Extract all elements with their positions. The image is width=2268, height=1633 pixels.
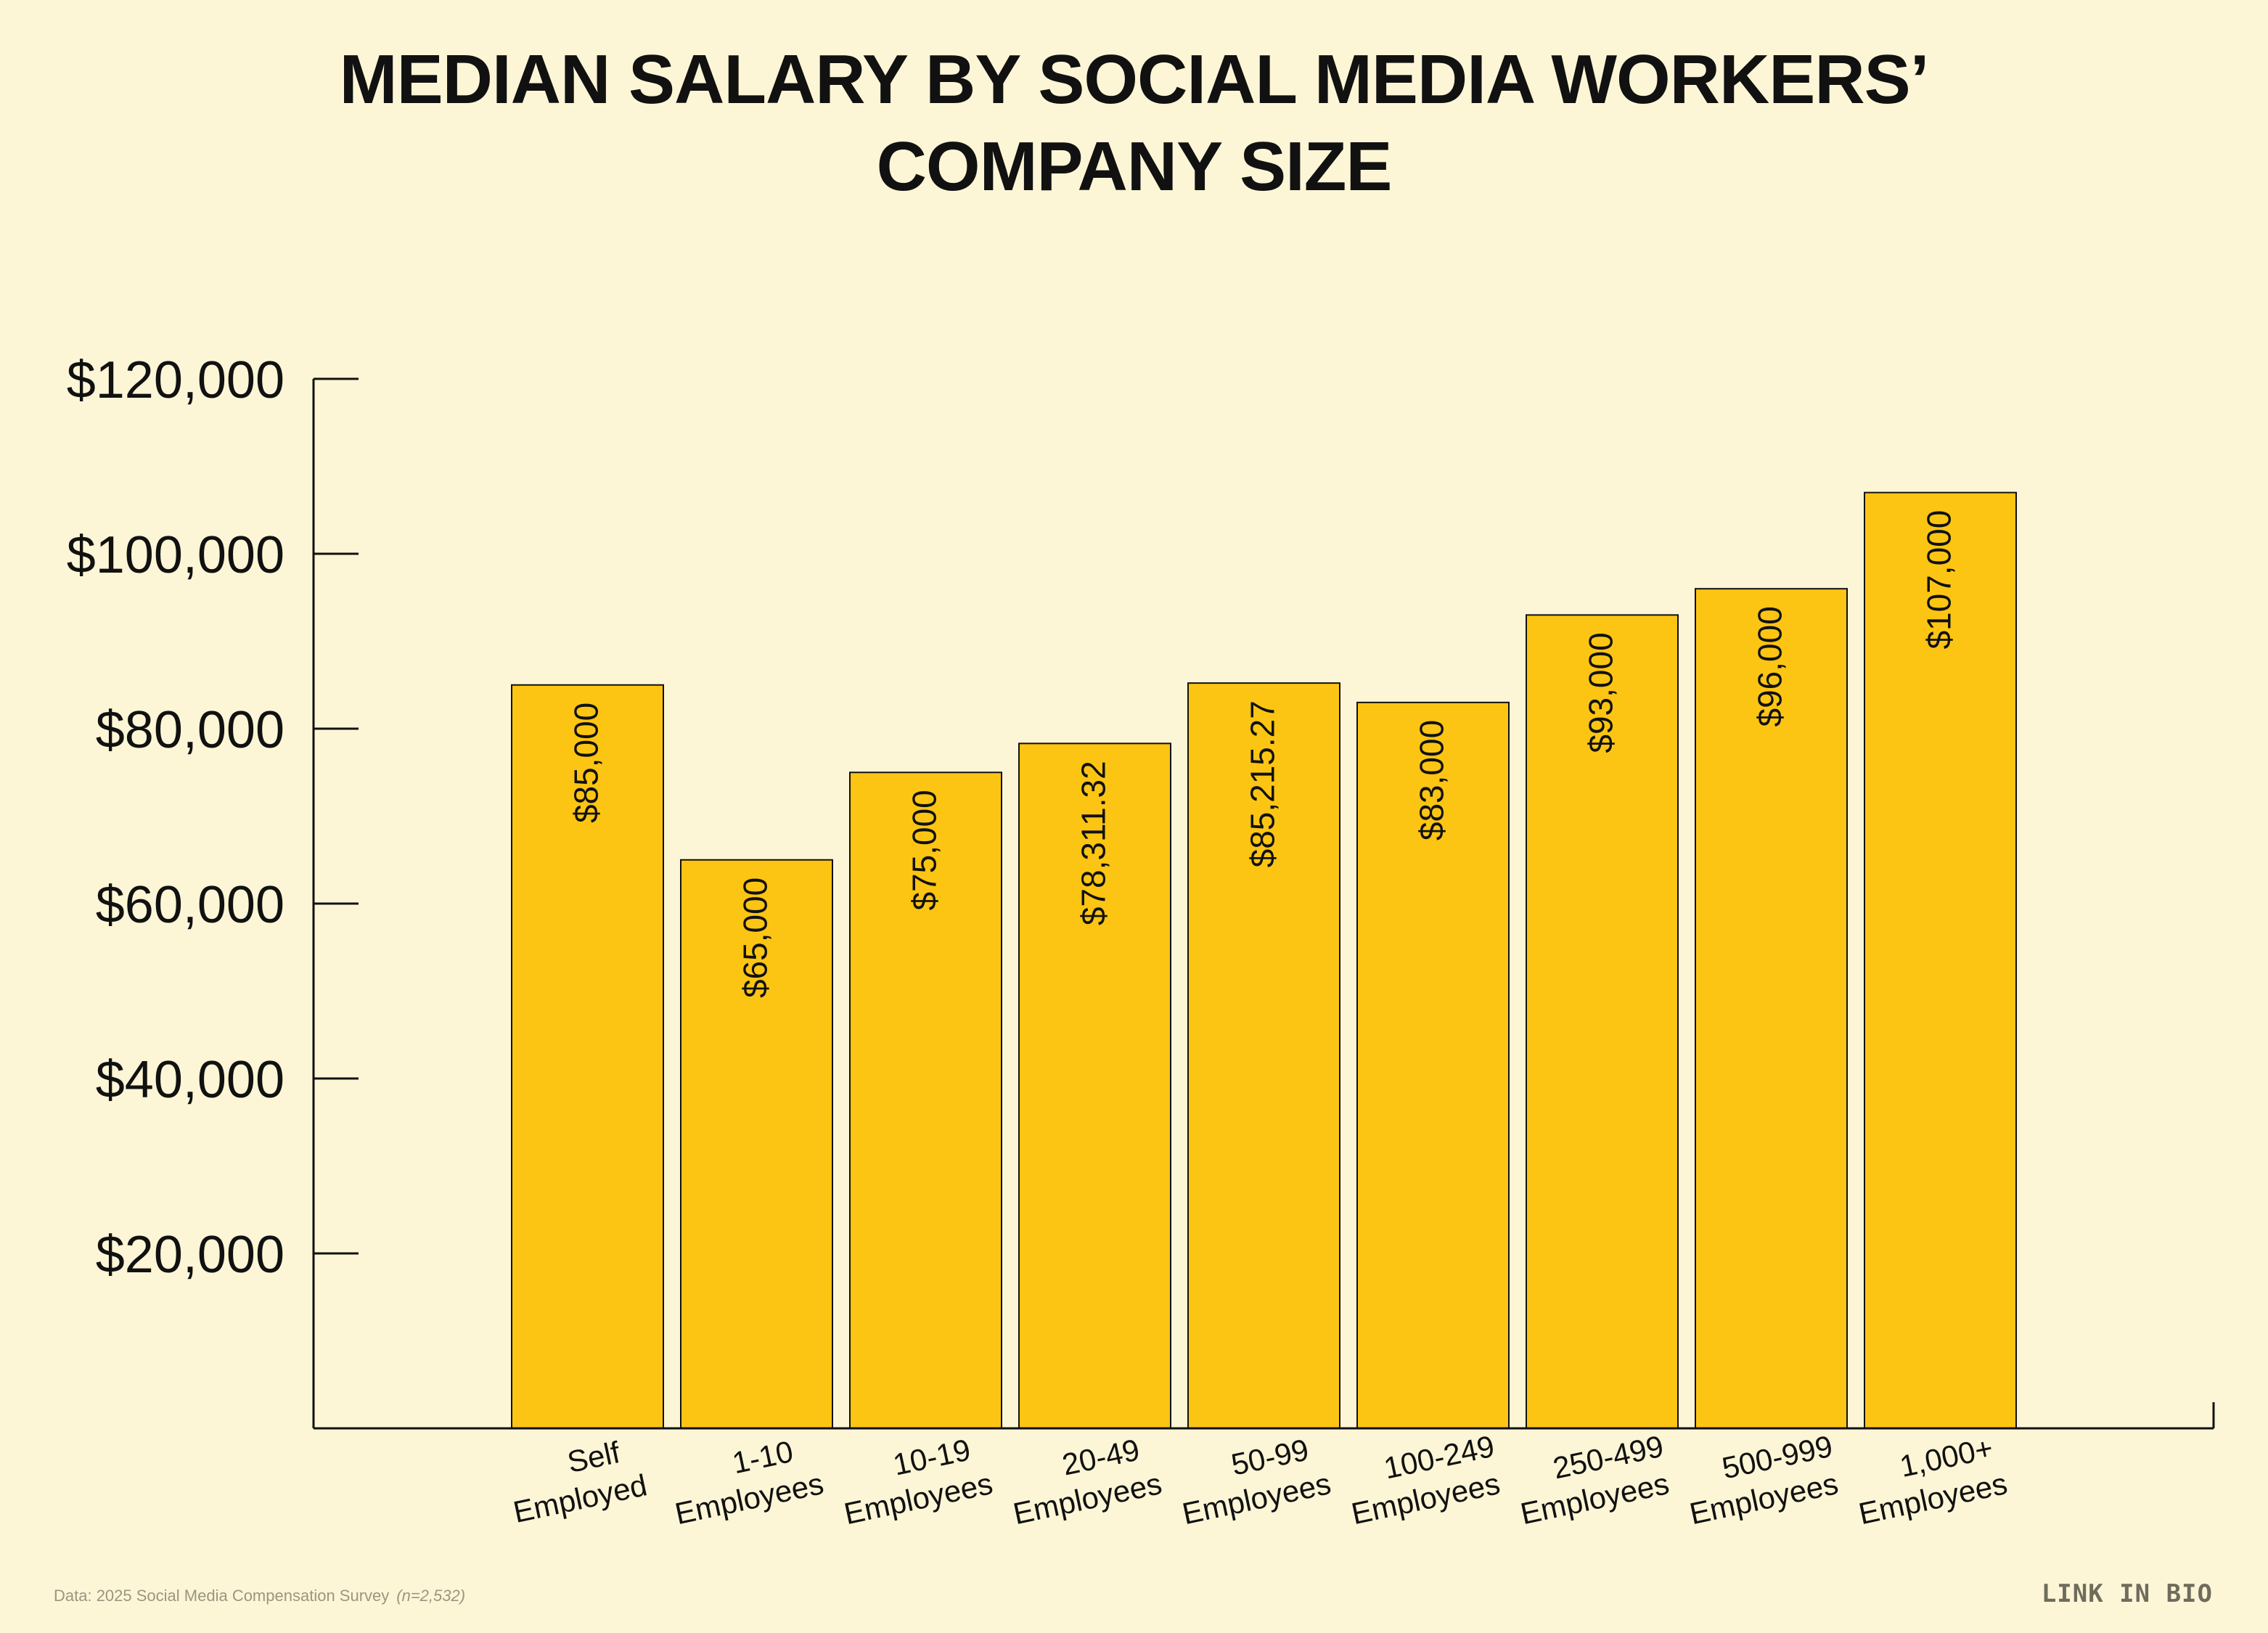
bar-value-label: $65,000 [737,877,774,998]
x-tick-label: 500-999Employees [1679,1429,1843,1531]
bar [1695,588,1848,1430]
chart-title: MEDIAN SALARY BY SOCIAL MEDIA WORKERS’ C… [0,36,2268,210]
y-tick-label: $20,000 [96,1226,284,1284]
bar-value-label: $107,000 [1920,510,1958,650]
y-tick-label: $120,000 [67,351,284,409]
x-tick-label: 100-249Employees [1340,1429,1505,1531]
bar [680,859,833,1429]
chart-title-line-2: COMPANY SIZE [876,128,1393,205]
bar [1356,701,1510,1429]
bar [1187,682,1340,1429]
chart-title-line-1: MEDIAN SALARY BY SOCIAL MEDIA WORKERS’ [339,41,1930,118]
x-tick-label: 10-19Employees [833,1429,996,1531]
bar-value-label: $75,000 [906,790,943,910]
data-source-note: Data: 2025 Social Media Compensation Sur… [54,1587,465,1605]
bar-value-label: $93,000 [1582,632,1620,753]
x-tick-label: 250-499Employees [1510,1429,1674,1531]
y-tick-label: $60,000 [96,876,284,934]
x-tick-label: 50-99Employees [1171,1429,1334,1531]
x-tick-label: 1-10Employees [664,1429,827,1531]
y-tick-label: $40,000 [96,1051,284,1109]
x-tick-label: 20-49Employees [1002,1429,1165,1531]
x-tick-label: SelfEmployed [502,1431,650,1529]
bar-value-label: $96,000 [1751,606,1789,727]
brand-logo: LINK IN BIO [2041,1579,2213,1608]
bar-value-label: $83,000 [1413,720,1451,840]
x-tick-label: 1,000+Employees [1848,1429,2010,1531]
bar-value-label: $85,000 [568,703,605,823]
bar-value-label: $78,311.32 [1075,761,1113,925]
bar [849,772,1002,1429]
bar [511,684,664,1429]
bar [1526,614,1679,1429]
y-tick-label: $100,000 [67,526,284,584]
bar [1018,742,1171,1430]
data-source-text: Data: 2025 Social Media Compensation Sur… [54,1587,390,1605]
y-tick-label: $80,000 [96,701,284,759]
bar-value-label: $85,215.27 [1244,700,1282,867]
sample-size-text: (n=2,532) [396,1587,466,1605]
